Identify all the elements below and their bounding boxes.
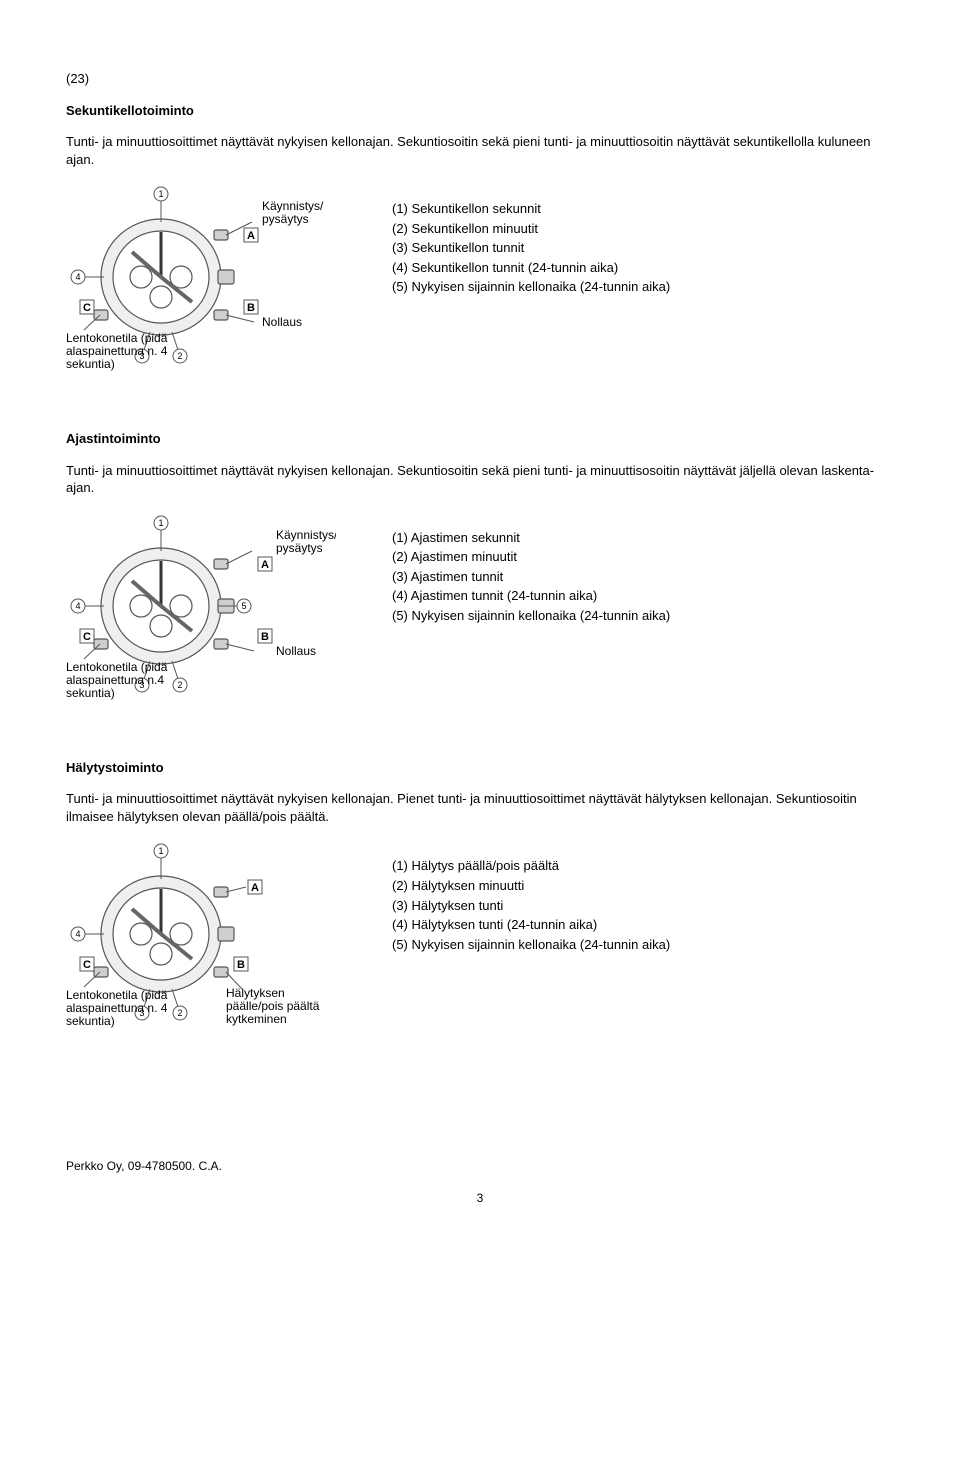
list-item: (5) Nykyisen sijainnin kellonaika (24-tu… bbox=[392, 607, 894, 625]
circled-4: 4 bbox=[75, 929, 80, 939]
circled-1: 1 bbox=[158, 189, 163, 199]
svg-text:Lentokonetila (pidäalaspainett: Lentokonetila (pidäalaspainettuna n.4sek… bbox=[66, 660, 168, 700]
svg-text:Käynnistys/pysäytys: Käynnistys/pysäytys bbox=[262, 199, 324, 226]
circled-1: 1 bbox=[158, 518, 163, 528]
circled-2: 2 bbox=[177, 351, 182, 361]
footer-text: Perkko Oy, 09-4780500. C.A. bbox=[66, 1159, 894, 1173]
label-right: Nollaus bbox=[262, 315, 302, 329]
stopwatch-figure-row: 1 4 3 2 A B C Käynnistys/pysäytys Nollau bbox=[66, 182, 894, 372]
letter-A: A bbox=[251, 882, 259, 894]
timer-heading: Ajastintoiminto bbox=[66, 430, 894, 448]
alarm-figure-row: 1 4 3 2 A B C Hälytyksenpäälle/pois pääl… bbox=[66, 839, 894, 1039]
page-number: 3 bbox=[66, 1191, 894, 1205]
list-item: (2) Sekuntikellon minuutit bbox=[392, 220, 894, 238]
svg-text:Lentokonetila (pidäalaspainett: Lentokonetila (pidäalaspainettuna n. 4se… bbox=[66, 988, 168, 1028]
list-item: (1) Sekuntikellon sekunnit bbox=[392, 200, 894, 218]
list-item: (4) Sekuntikellon tunnit (24-tunnin aika… bbox=[392, 259, 894, 277]
svg-text:Lentokonetila (pidäalaspainett: Lentokonetila (pidäalaspainettuna n. 4se… bbox=[66, 331, 168, 371]
letter-A: A bbox=[261, 559, 269, 571]
stopwatch-diagram: 1 4 3 2 A B C Käynnistys/pysäytys Nollau bbox=[66, 182, 336, 372]
list-item: (4) Ajastimen tunnit (24-tunnin aika) bbox=[392, 587, 894, 605]
letter-C: C bbox=[83, 302, 91, 314]
letter-B: B bbox=[261, 631, 269, 643]
svg-text:Hälytyksenpäälle/pois päältäky: Hälytyksenpäälle/pois päältäkytkeminen bbox=[226, 986, 320, 1026]
timer-body: Tunti- ja minuuttiosoittimet näyttävät n… bbox=[66, 462, 894, 497]
timer-diagram: 1 4 5 3 2 A B C Käynnistys/pysäytys N bbox=[66, 511, 336, 701]
list-item: (1) Ajastimen sekunnit bbox=[392, 529, 894, 547]
alarm-diagram: 1 4 3 2 A B C Hälytyksenpäälle/pois pääl… bbox=[66, 839, 336, 1039]
svg-text:Käynnistys/pysäytys: Käynnistys/pysäytys bbox=[276, 528, 336, 555]
list-item: (5) Nykyisen sijainnin kellonaika (24-tu… bbox=[392, 278, 894, 296]
circled-2: 2 bbox=[177, 680, 182, 690]
timer-figure-row: 1 4 5 3 2 A B C Käynnistys/pysäytys N bbox=[66, 511, 894, 701]
label-right: Nollaus bbox=[276, 644, 316, 658]
alarm-list: (1) Hälytys päällä/pois päältä (2) Hälyt… bbox=[392, 839, 894, 955]
list-item: (3) Ajastimen tunnit bbox=[392, 568, 894, 586]
page-reference: (23) bbox=[66, 70, 894, 88]
alarm-body: Tunti- ja minuuttiosoittimet näyttävät n… bbox=[66, 790, 894, 825]
stopwatch-list: (1) Sekuntikellon sekunnit (2) Sekuntike… bbox=[392, 182, 894, 298]
letter-C: C bbox=[83, 631, 91, 643]
list-item: (2) Hälytyksen minuutti bbox=[392, 877, 894, 895]
circled-4: 4 bbox=[75, 601, 80, 611]
letter-B: B bbox=[247, 302, 255, 314]
circled-4: 4 bbox=[75, 272, 80, 282]
list-item: (1) Hälytys päällä/pois päältä bbox=[392, 857, 894, 875]
list-item: (2) Ajastimen minuutit bbox=[392, 548, 894, 566]
letter-A: A bbox=[247, 230, 255, 242]
circled-1: 1 bbox=[158, 846, 163, 856]
stopwatch-body: Tunti- ja minuuttiosoittimet näyttävät n… bbox=[66, 133, 894, 168]
letter-B: B bbox=[237, 959, 245, 971]
stopwatch-heading: Sekuntikellotoiminto bbox=[66, 102, 894, 120]
timer-list: (1) Ajastimen sekunnit (2) Ajastimen min… bbox=[392, 511, 894, 627]
list-item: (5) Nykyisen sijainnin kellonaika (24-tu… bbox=[392, 936, 894, 954]
alarm-heading: Hälytystoiminto bbox=[66, 759, 894, 777]
list-item: (4) Hälytyksen tunti (24-tunnin aika) bbox=[392, 916, 894, 934]
letter-C: C bbox=[83, 959, 91, 971]
circled-2: 2 bbox=[177, 1008, 182, 1018]
circled-5: 5 bbox=[241, 601, 246, 611]
list-item: (3) Hälytyksen tunti bbox=[392, 897, 894, 915]
list-item: (3) Sekuntikellon tunnit bbox=[392, 239, 894, 257]
